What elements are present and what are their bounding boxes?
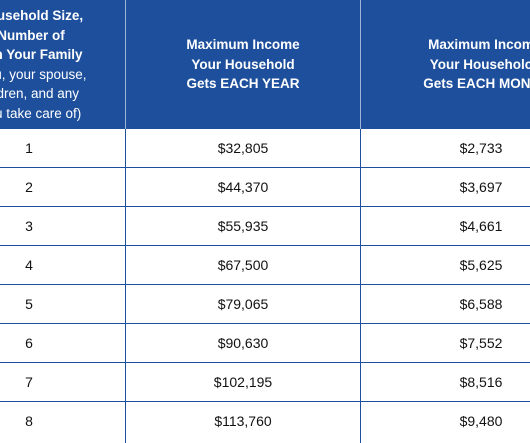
monthly-income-cell: $4,661 [459,218,503,234]
yearly-income-cell: $44,370 [217,179,269,195]
table-row: 4 $67,500 $5,625 [0,246,530,285]
monthly-income-cell: $6,588 [459,296,503,312]
yearly-income-cell: $67,500 [217,257,269,273]
header-col2-line2: Your Household [191,56,295,72]
column-divider [125,129,126,443]
table-row: 8 $113,760 $9,480 [0,402,530,443]
header-col2-line1: Maximum Income [186,37,300,53]
header-col2-line3: Gets EACH YEAR [186,76,300,92]
monthly-income-cell: $3,697 [459,179,503,195]
monthly-income-cell: $2,733 [459,140,503,156]
household-size-cell: 7 [25,374,33,390]
header-col1-line: you take care of) [0,105,82,121]
header-col1-line: Number of [0,27,65,43]
header-col3-line1: Maximum Incom [428,37,530,53]
monthly-income-cell: $8,516 [459,374,503,390]
yearly-income-cell: $79,065 [217,296,269,312]
header-household-size: Household Size, Number of e in Your Fami… [0,0,125,129]
header-max-income-month: Maximum Incom Your Householc Gets EACH M… [361,0,530,129]
household-size-cell: 5 [25,296,33,312]
household-size-cell: 4 [25,257,33,273]
header-divider [360,0,361,129]
yearly-income-cell: $55,935 [217,218,269,234]
table-row: 3 $55,935 $4,661 [0,207,530,246]
table-row: 7 $102,195 $8,516 [0,363,530,402]
header-col1-line: e in Your Family [0,47,83,62]
household-size-cell: 6 [25,335,33,351]
monthly-income-cell: $7,552 [459,335,503,351]
table-row: 6 $90,630 $7,552 [0,324,530,363]
monthly-income-cell: $5,625 [459,257,503,273]
table-row: 5 $79,065 $6,588 [0,285,530,324]
header-max-income-year: Maximum Income Your Household Gets EACH … [126,0,360,129]
header-col3-line2: Your Householc [429,56,530,72]
table-row: 1 $32,805 $2,733 [0,129,530,168]
household-size-cell: 3 [25,218,33,234]
yearly-income-cell: $90,630 [217,335,269,351]
yearly-income-cell: $32,805 [217,140,269,156]
monthly-income-cell: $9,480 [459,413,503,429]
yearly-income-cell: $113,760 [214,413,272,429]
household-size-cell: 8 [25,413,33,429]
household-size-cell: 2 [25,179,33,195]
header-col1-line: Household Size, [0,8,84,23]
column-divider [360,129,361,443]
yearly-income-cell: $102,195 [213,374,273,390]
header-col3-line3: Gets EACH MONT [423,76,530,92]
household-size-cell: 1 [25,140,33,156]
table-row: 2 $44,370 $3,697 [0,168,530,207]
header-col1-line: hildren, and any [0,86,80,101]
header-divider [125,0,126,129]
table-header: Household Size, Number of e in Your Fami… [0,0,530,129]
header-col1-line: (you, your spouse, [0,66,87,82]
